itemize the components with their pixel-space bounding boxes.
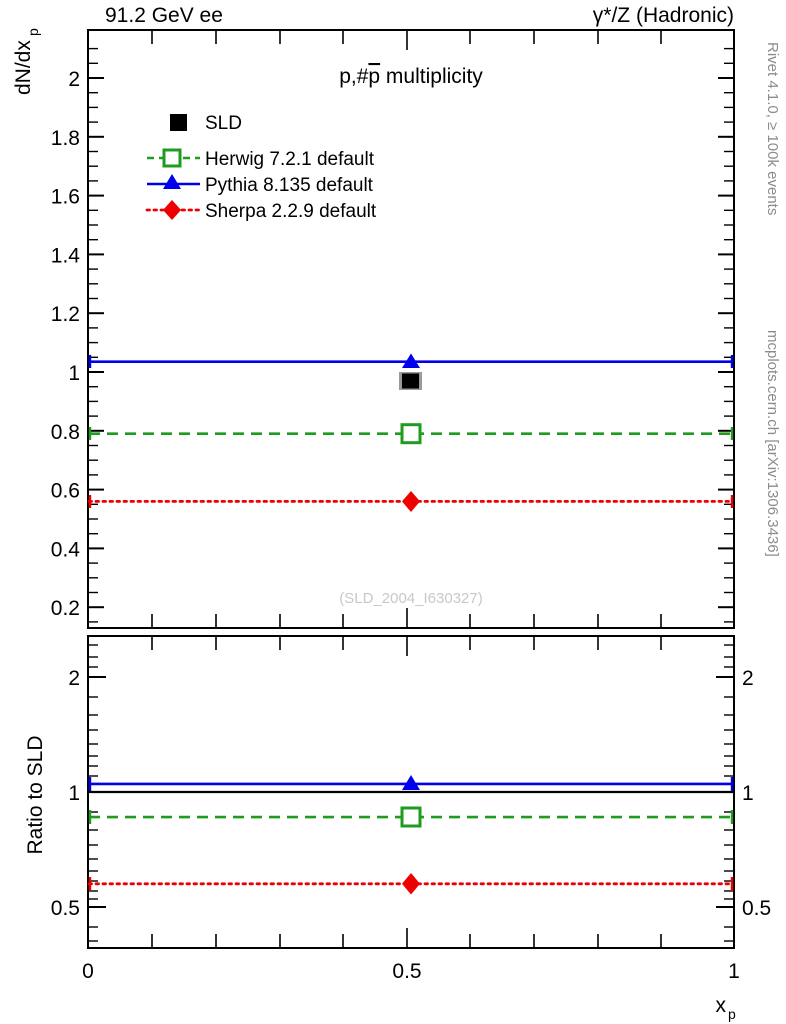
marker-herwig-main <box>400 423 422 445</box>
main-y-axis-label-text: dN/dx <box>12 40 35 95</box>
legend-marker-herwig <box>162 148 182 168</box>
series-sld-main <box>399 372 422 390</box>
x-axis-label-sub: p <box>728 1006 736 1022</box>
marker-sherpa-ratio <box>402 873 420 895</box>
marker-pythia-ratio <box>402 775 420 790</box>
ratio-ytick-1-right: 1 <box>742 782 754 805</box>
xtick-0.5: 0.5 <box>392 960 421 983</box>
ratio-y-axis-label: Ratio to SLD <box>24 735 47 854</box>
main-x-ticks <box>151 30 662 628</box>
main-ytick-1.6: 1.6 <box>51 186 80 209</box>
marker-herwig-ratio <box>400 806 422 828</box>
series-sherpa-main <box>87 491 735 512</box>
main-ytick-0.4: 0.4 <box>51 538 81 561</box>
main-ytick-1.2: 1.2 <box>51 303 80 326</box>
main-ytick-0.2: 0.2 <box>51 597 80 620</box>
main-ytick-2: 2 <box>68 68 80 91</box>
legend-entry-sherpa[interactable]: Sherpa 2.2.9 default <box>145 200 377 222</box>
series-sherpa-ratio <box>87 873 735 895</box>
main-ytick-0.8: 0.8 <box>51 421 80 444</box>
side-note-top: Rivet 4.1.0, ≥ 100k events <box>764 42 781 215</box>
main-panel-frame <box>87 29 735 629</box>
main-ytick-0.6: 0.6 <box>51 480 80 503</box>
series-pythia-ratio <box>88 775 734 791</box>
legend-marker-pythia <box>163 174 181 189</box>
x-tick-labels: 0 0.5 1 <box>82 960 740 983</box>
marker-pythia-main <box>402 353 420 368</box>
main-y-tick-labels: 2 1.8 1.6 1.4 1.2 1 0.8 0.6 0.4 0.2 <box>51 68 81 620</box>
x-axis-label-text: x <box>716 994 727 1017</box>
legend-entry-pythia[interactable]: Pythia 8.135 default <box>147 174 374 196</box>
legend: SLD Herwig 7.2.1 default Pythia 8.135 de… <box>145 113 377 222</box>
legend-entry-herwig[interactable]: Herwig 7.2.1 default <box>147 148 375 170</box>
main-ytick-1.4: 1.4 <box>51 244 81 267</box>
legend-marker-sherpa <box>163 200 181 220</box>
legend-label-pythia: Pythia 8.135 default <box>205 175 374 196</box>
dataset-watermark: (SLD_2004_I630327) <box>339 590 482 607</box>
main-panel: 2 1.8 1.6 1.4 1.2 1 0.8 0.6 0.4 0.2 dN/d… <box>12 28 735 629</box>
xtick-1: 1 <box>728 960 740 983</box>
series-herwig-ratio <box>88 806 734 828</box>
x-axis-label: x p <box>716 994 737 1022</box>
series-pythia-main <box>88 353 734 368</box>
ratio-ytick-1-left: 1 <box>68 782 80 805</box>
ratio-y-tick-labels: 2 1 0.5 2 1 0.5 <box>51 667 771 920</box>
main-y-axis-label: dN/dx p <box>12 28 41 95</box>
header-left-label: 91.2 GeV ee <box>105 4 223 27</box>
main-ytick-1: 1 <box>68 362 80 385</box>
xtick-0: 0 <box>82 960 94 983</box>
ratio-ytick-2-right: 2 <box>742 667 754 690</box>
series-herwig-main <box>88 423 734 445</box>
main-ytick-1.8: 1.8 <box>51 127 80 150</box>
marker-sld-main <box>402 373 419 389</box>
legend-entry-sld[interactable]: SLD <box>170 113 242 134</box>
header-right-label: γ*/Z (Hadronic) <box>593 4 734 27</box>
side-note-bottom: mcplots.cern.ch [arXiv:1306.3436] <box>764 330 781 557</box>
ratio-panel: 2 1 0.5 2 1 0.5 Ratio to SLD <box>24 635 771 949</box>
marker-sherpa-main <box>402 491 420 512</box>
plot-title: p,#p multiplicity <box>339 65 483 88</box>
ratio-x-ticks <box>151 636 662 948</box>
ratio-ytick-2-left: 2 <box>68 667 80 690</box>
ratio-ytick-0.5-right: 0.5 <box>742 897 771 920</box>
main-y-minor-ticks <box>88 47 734 623</box>
main-y-ticks <box>88 77 734 609</box>
ratio-y-minor-ticks <box>88 644 734 942</box>
main-y-axis-label-sub: p <box>25 28 41 36</box>
ratio-ytick-0.5-left: 0.5 <box>51 897 80 920</box>
legend-label-sld: SLD <box>205 113 242 134</box>
legend-label-sherpa: Sherpa 2.2.9 default <box>205 201 377 222</box>
legend-label-herwig: Herwig 7.2.1 default <box>205 149 375 170</box>
legend-marker-sld <box>170 114 187 131</box>
